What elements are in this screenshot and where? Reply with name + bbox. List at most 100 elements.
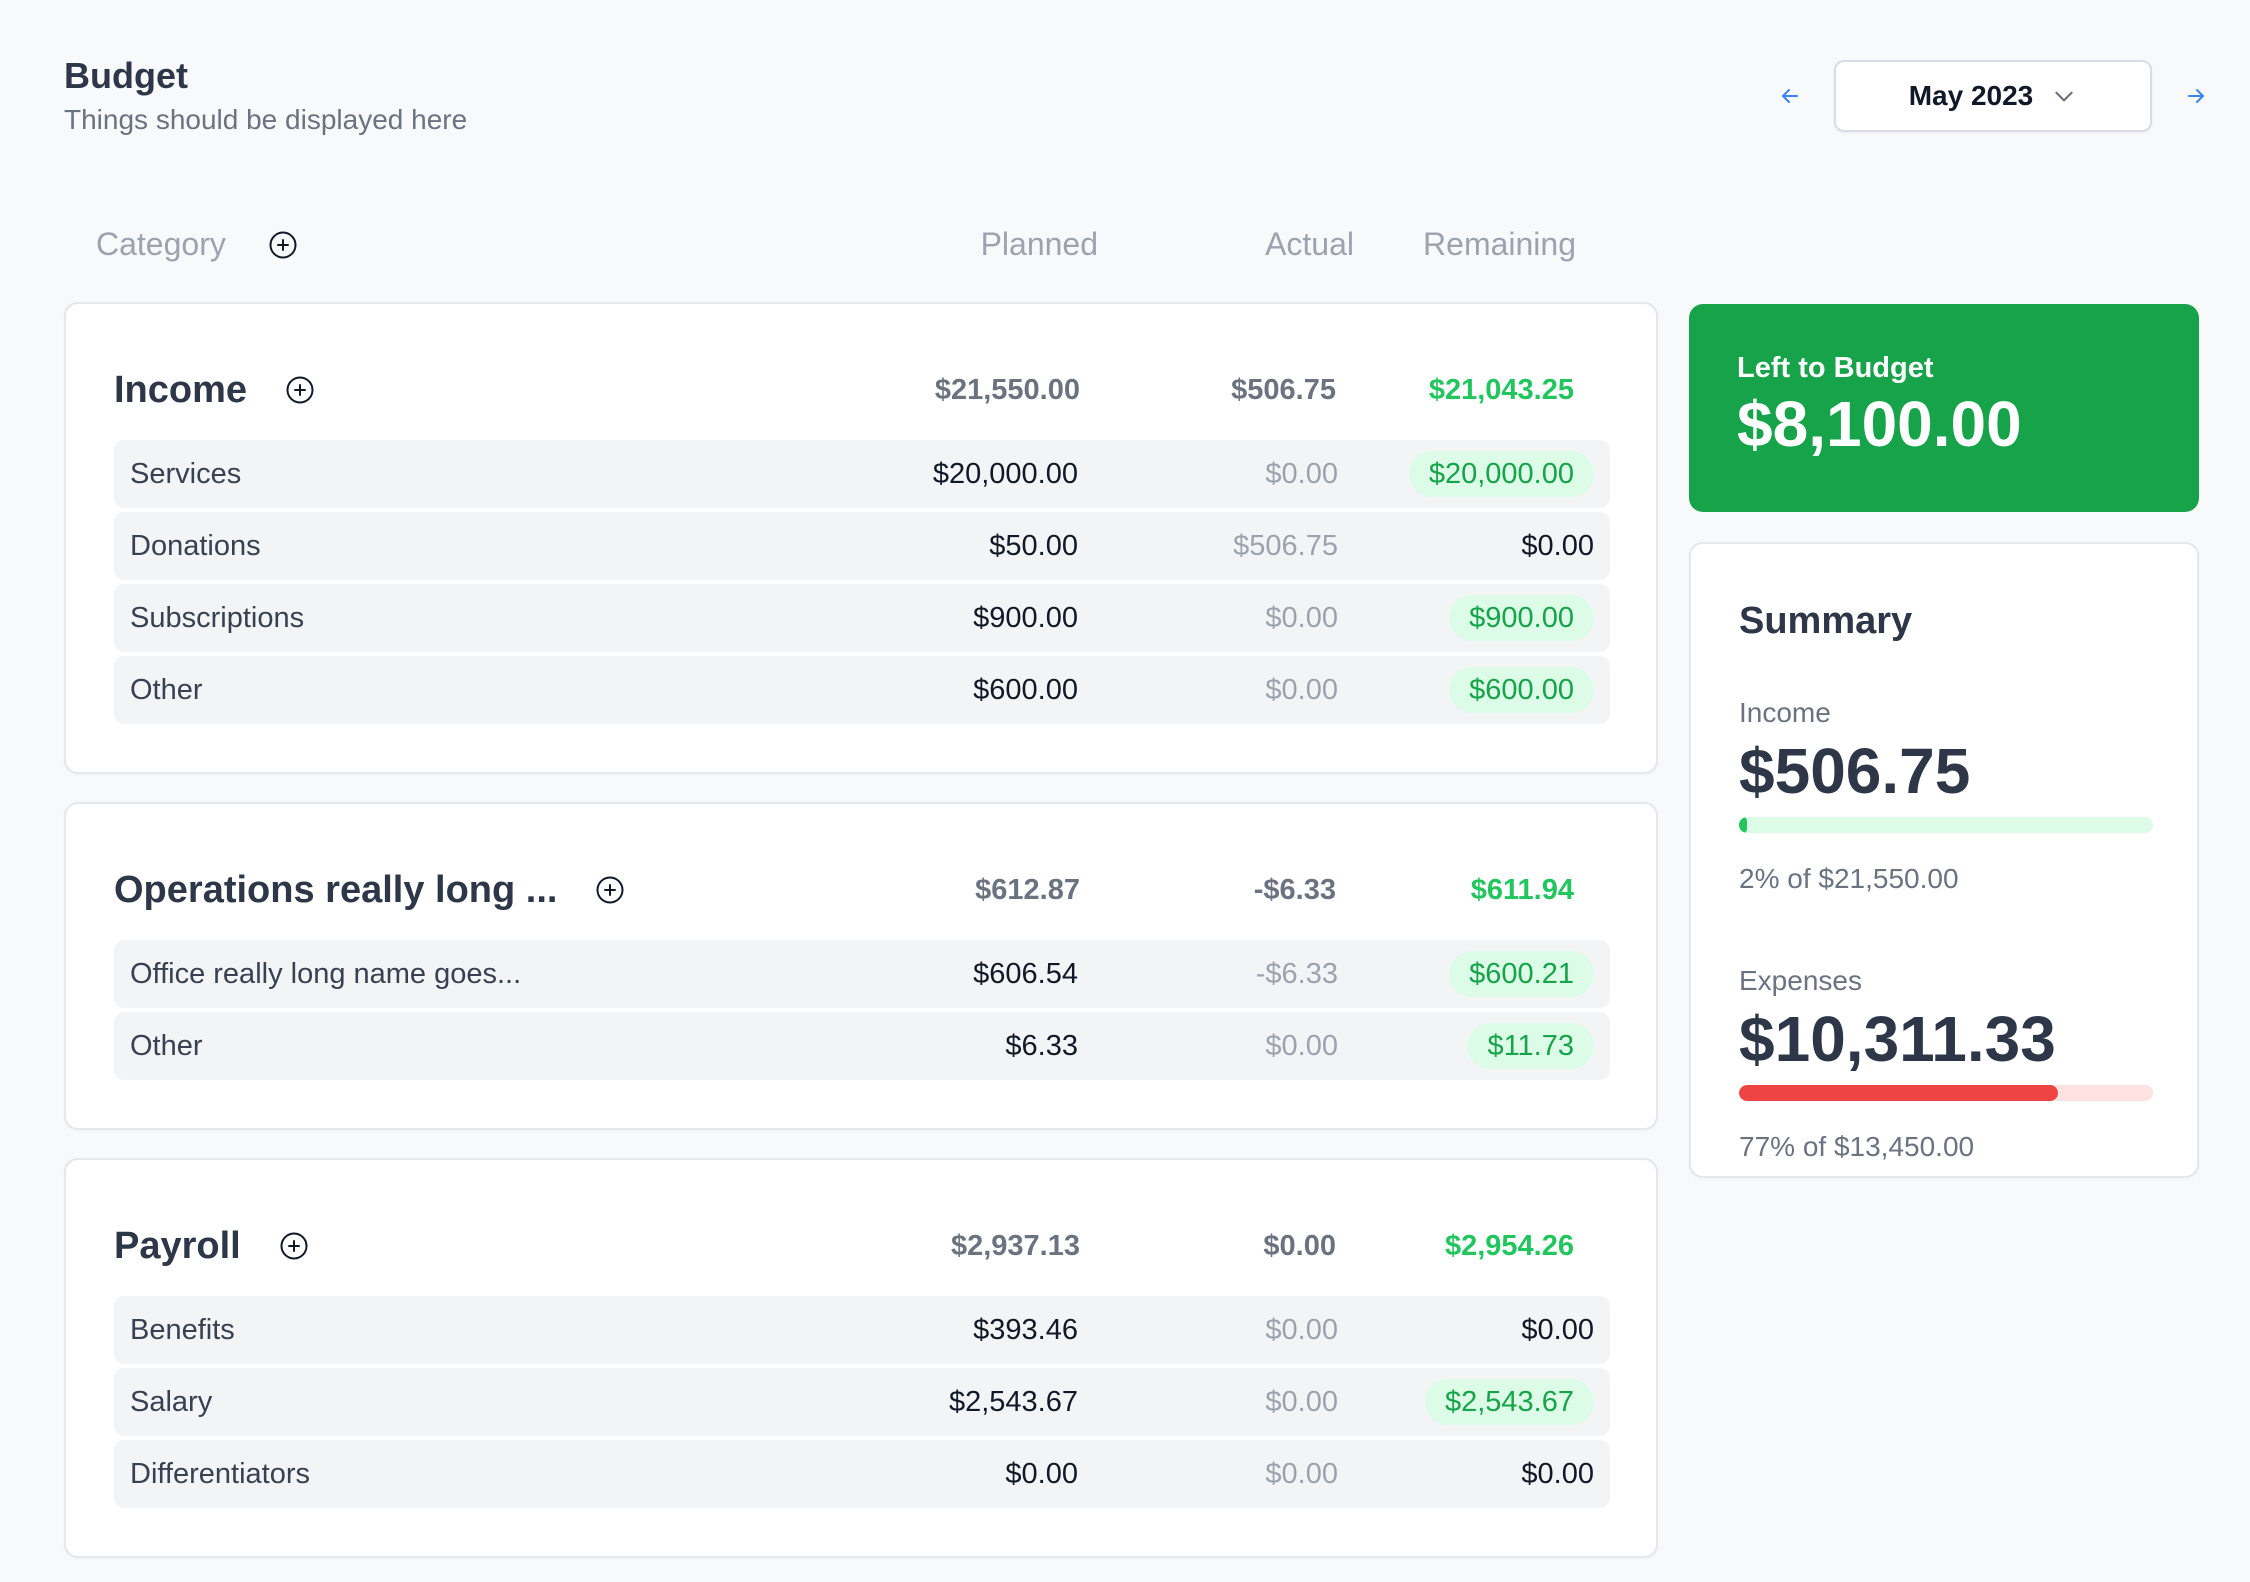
- group-planned: $612.87: [975, 874, 1080, 906]
- table-row[interactable]: Salary $2,543.67 $0.00 $2,543.67: [114, 1368, 1610, 1436]
- table-row[interactable]: Benefits $393.46 $0.00 $0.00: [114, 1296, 1610, 1364]
- row-planned[interactable]: $606.54: [973, 958, 1078, 990]
- table-row[interactable]: Other $600.00 $0.00 $600.00: [114, 656, 1610, 724]
- previous-month-button[interactable]: [1764, 70, 1816, 122]
- arrow-left-icon: [1782, 89, 1798, 103]
- row-actual: $0.00: [1265, 674, 1338, 706]
- table-row[interactable]: Subscriptions $900.00 $0.00 $900.00: [114, 584, 1610, 652]
- row-actual: $0.00: [1265, 1314, 1338, 1346]
- income-caption: 2% of $21,550.00: [1739, 863, 1959, 894]
- row-actual: $0.00: [1265, 1458, 1338, 1490]
- expenses-amount: $10,311.33: [1739, 1003, 2056, 1075]
- row-actual: -$6.33: [1255, 958, 1338, 990]
- row-planned[interactable]: $393.46: [973, 1314, 1078, 1346]
- table-column-header: Category Planned Actual Remaining: [64, 226, 1658, 274]
- arrow-right-icon: [2188, 89, 2204, 103]
- budget-group-operations: Operations really long ... $612.87 -$6.3…: [64, 802, 1658, 1130]
- group-title: Payroll: [114, 1225, 241, 1267]
- left-to-budget-card: Left to Budget $8,100.00: [1689, 304, 2199, 512]
- income-progress-fill: [1739, 817, 1748, 833]
- row-remaining-badge: $2,543.67: [1424, 1379, 1594, 1425]
- row-name: Subscriptions: [130, 602, 305, 634]
- group-planned: $21,550.00: [934, 374, 1080, 406]
- page-header: Budget Things should be displayed here: [64, 52, 467, 136]
- row-remaining-badge: $20,000.00: [1408, 451, 1594, 497]
- group-title: Operations really long ...: [114, 869, 558, 911]
- group-planned: $2,937.13: [950, 1230, 1080, 1262]
- add-item-icon[interactable]: [285, 375, 315, 405]
- row-remaining-badge: $900.00: [1449, 595, 1594, 641]
- add-item-icon[interactable]: [279, 1231, 309, 1261]
- summary-expenses: Expenses $10,311.33 77% of $13,450.00: [1739, 965, 2153, 1163]
- table-row[interactable]: Office really long name goes... $606.54 …: [114, 940, 1610, 1008]
- row-actual: $506.75: [1233, 530, 1338, 562]
- row-planned[interactable]: $600.00: [973, 674, 1078, 706]
- expenses-progress-bar: [1739, 1085, 2153, 1101]
- page-subtitle: Things should be displayed here: [64, 104, 468, 135]
- left-to-budget-amount: $8,100.00: [1737, 388, 2022, 460]
- row-planned[interactable]: $900.00: [973, 602, 1078, 634]
- summary-card: Summary Income $506.75 2% of $21,550.00 …: [1689, 542, 2199, 1178]
- row-remaining-badge: $600.21: [1449, 951, 1594, 997]
- category-header-label: Category: [96, 226, 226, 262]
- budget-group-income: Income $21,550.00 $506.75 $21,043.25 Ser…: [64, 302, 1658, 774]
- summary-income: Income $506.75 2% of $21,550.00: [1739, 697, 2153, 895]
- category-header: Category: [96, 226, 298, 263]
- row-name: Donations: [130, 530, 261, 562]
- row-actual: $0.00: [1265, 602, 1338, 634]
- expenses-caption: 77% of $13,450.00: [1739, 1131, 1975, 1162]
- row-actual: $0.00: [1265, 1386, 1338, 1418]
- add-item-icon[interactable]: [595, 875, 625, 905]
- row-name: Office really long name goes...: [130, 958, 522, 990]
- left-to-budget-label: Left to Budget: [1737, 352, 1934, 384]
- row-name: Other: [130, 674, 203, 706]
- budget-group-payroll: Payroll $2,937.13 $0.00 $2,954.26 Benefi…: [64, 1158, 1658, 1558]
- row-remaining: $0.00: [1521, 530, 1594, 562]
- group-remaining: $21,043.25: [1428, 374, 1574, 406]
- month-select[interactable]: May 2023: [1834, 60, 2152, 132]
- next-month-button[interactable]: [2170, 70, 2222, 122]
- table-row[interactable]: Donations $50.00 $506.75 $0.00: [114, 512, 1610, 580]
- row-planned[interactable]: $0.00: [1005, 1458, 1078, 1490]
- row-name: Services: [130, 458, 242, 490]
- group-title: Income: [114, 369, 248, 411]
- row-planned[interactable]: $6.33: [1005, 1030, 1078, 1062]
- row-name: Benefits: [130, 1314, 235, 1346]
- month-navigation: May 2023: [1764, 60, 2222, 132]
- row-remaining: $0.00: [1521, 1458, 1594, 1490]
- month-select-value: May 2023: [1908, 80, 2034, 111]
- table-row[interactable]: Other $6.33 $0.00 $11.73: [114, 1012, 1610, 1080]
- row-planned[interactable]: $2,543.67: [948, 1386, 1078, 1418]
- add-category-icon[interactable]: [268, 230, 298, 260]
- row-remaining: $0.00: [1521, 1314, 1594, 1346]
- income-progress-bar: [1739, 817, 2153, 833]
- expenses-label: Expenses: [1739, 965, 1862, 996]
- row-remaining-badge: $11.73: [1467, 1023, 1594, 1069]
- group-header: Operations really long ... $612.87 -$6.3…: [114, 860, 1608, 920]
- row-name: Salary: [130, 1386, 213, 1418]
- chevron-down-icon: [2055, 91, 2073, 102]
- row-actual: $0.00: [1265, 1030, 1338, 1062]
- group-actual: $506.75: [1231, 374, 1336, 406]
- row-actual: $0.00: [1265, 458, 1338, 490]
- planned-header: Planned: [980, 226, 1098, 262]
- page-title: Budget: [64, 55, 188, 96]
- group-header: Income $21,550.00 $506.75 $21,043.25: [114, 360, 1608, 420]
- group-header: Payroll $2,937.13 $0.00 $2,954.26: [114, 1216, 1608, 1276]
- income-label: Income: [1739, 697, 1831, 728]
- group-remaining: $611.94: [1470, 874, 1574, 906]
- table-row[interactable]: Services $20,000.00 $0.00 $20,000.00: [114, 440, 1610, 508]
- remaining-header: Remaining: [1423, 226, 1576, 262]
- summary-title: Summary: [1739, 600, 1913, 642]
- row-planned[interactable]: $50.00: [989, 530, 1078, 562]
- row-planned[interactable]: $20,000.00: [932, 458, 1078, 490]
- group-actual: -$6.33: [1253, 874, 1336, 906]
- row-name: Differentiators: [130, 1458, 310, 1490]
- row-name: Other: [130, 1030, 203, 1062]
- group-actual: $0.00: [1263, 1230, 1336, 1262]
- row-remaining-badge: $600.00: [1449, 667, 1594, 713]
- expenses-progress-fill: [1739, 1085, 2058, 1101]
- income-amount: $506.75: [1739, 735, 1971, 807]
- table-row[interactable]: Differentiators $0.00 $0.00 $0.00: [114, 1440, 1610, 1508]
- group-remaining: $2,954.26: [1444, 1230, 1574, 1262]
